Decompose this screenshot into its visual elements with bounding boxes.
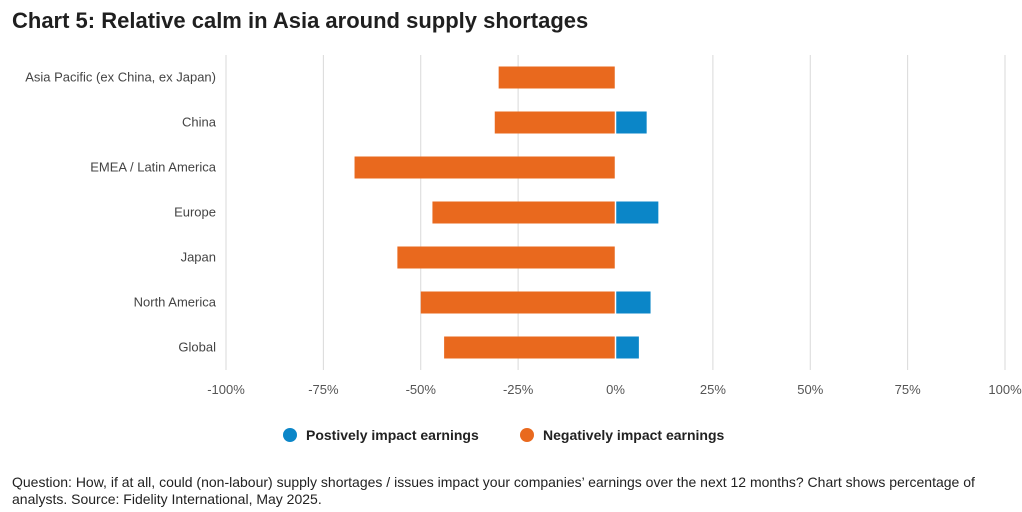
bar-negative xyxy=(498,66,616,89)
bar-positive xyxy=(615,336,639,359)
category-label: Global xyxy=(178,340,216,355)
category-label: North America xyxy=(134,295,217,310)
x-tick-label: 50% xyxy=(797,382,823,397)
bar-negative xyxy=(444,336,616,359)
bar-negative xyxy=(354,156,616,179)
x-tick-label: -75% xyxy=(308,382,339,397)
category-label: Europe xyxy=(174,205,216,220)
x-tick-label: 0% xyxy=(606,382,625,397)
x-tick-label: -50% xyxy=(406,382,437,397)
bar-negative xyxy=(432,201,616,224)
category-labels: Asia Pacific (ex China, ex Japan) China EM… xyxy=(25,70,217,355)
legend-positive-marker xyxy=(283,428,297,442)
bar-chart: Asia Pacific (ex China, ex Japan) China EM… xyxy=(25,55,1022,443)
x-tick-label: 100% xyxy=(988,382,1022,397)
category-label: Asia Pacific (ex China, ex Japan) xyxy=(25,70,216,85)
chart-title: Chart 5: Relative calm in Asia around su… xyxy=(12,8,589,33)
category-label: Japan xyxy=(181,250,216,265)
x-tick-label: -25% xyxy=(503,382,534,397)
x-tick-label: 75% xyxy=(895,382,921,397)
bar-negative xyxy=(494,111,616,134)
legend-positive-label: Postively impact earnings xyxy=(306,427,479,443)
x-tick-label: 25% xyxy=(700,382,726,397)
category-label: China xyxy=(182,115,217,130)
bar-negative xyxy=(420,291,616,314)
footnote: Question: How, if at all, could (non-lab… xyxy=(12,474,975,507)
bar-negative xyxy=(397,246,616,269)
bar-positive xyxy=(615,201,659,224)
x-tick-labels: -100% -75% -50% -25% 0% 25% 50% 75% 100% xyxy=(207,382,1022,397)
bar-positive xyxy=(615,111,647,134)
x-tick-label: -100% xyxy=(207,382,245,397)
bars xyxy=(354,55,659,370)
grid-lines xyxy=(225,55,1006,370)
bar-positive xyxy=(615,291,651,314)
legend-negative-marker xyxy=(520,428,534,442)
legend: Postively impact earnings Negatively impa… xyxy=(283,427,725,443)
legend-negative-label: Negatively impact earnings xyxy=(543,427,725,443)
category-label: EMEA / Latin America xyxy=(90,160,216,175)
